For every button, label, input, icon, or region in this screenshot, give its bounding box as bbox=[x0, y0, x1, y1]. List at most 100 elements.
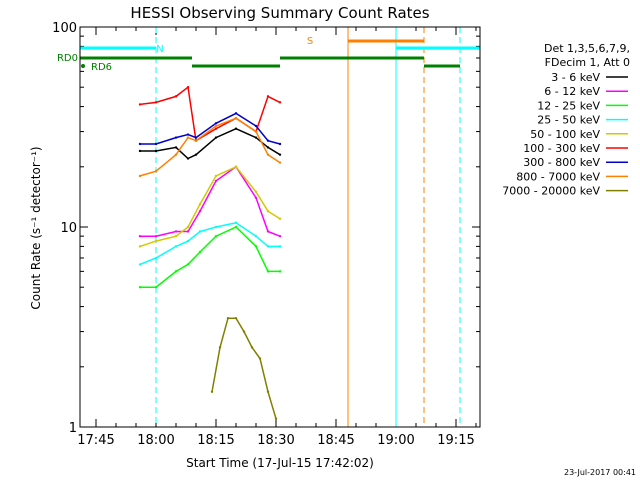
series-point bbox=[234, 112, 238, 115]
series-point bbox=[278, 270, 282, 273]
series-point bbox=[186, 157, 190, 160]
legend-entry-label: 300 - 800 keV bbox=[523, 156, 600, 169]
series-point bbox=[266, 245, 270, 248]
series-point bbox=[278, 101, 282, 104]
series-point bbox=[138, 174, 142, 178]
legend: Det 1,3,5,6,7,9,FDecim 1, Att 0 3 - 6 keV… bbox=[502, 42, 630, 198]
series-point bbox=[138, 142, 142, 146]
legend-entry-label: 800 - 7000 keV bbox=[516, 170, 600, 183]
x-tick-label: 19:15 bbox=[437, 433, 474, 448]
series-point bbox=[242, 330, 246, 333]
series-point bbox=[234, 127, 238, 130]
series-point bbox=[194, 153, 198, 156]
series-point bbox=[214, 174, 218, 178]
series-point bbox=[174, 270, 178, 273]
legend-entry-label: 6 - 12 keV bbox=[544, 85, 600, 98]
series-point bbox=[234, 221, 238, 224]
legend-entry-label: 25 - 50 keV bbox=[537, 114, 600, 127]
series-point bbox=[154, 234, 158, 238]
legend-header: Det 1,3,5,6,7,9, bbox=[544, 42, 630, 55]
series-point bbox=[186, 239, 190, 243]
series-line bbox=[140, 112, 281, 145]
series-point bbox=[254, 190, 258, 193]
series-point bbox=[186, 225, 190, 229]
series-point bbox=[278, 153, 282, 156]
legend-entry-label: 50 - 100 keV bbox=[530, 128, 600, 141]
series-line bbox=[139, 85, 281, 142]
series-point bbox=[214, 124, 218, 128]
x-tick-label: 19:00 bbox=[377, 433, 414, 448]
series-point bbox=[266, 146, 270, 149]
x-tick-label: 18:00 bbox=[137, 433, 174, 448]
series-point bbox=[266, 230, 270, 233]
x-tick-label: 18:30 bbox=[257, 433, 294, 448]
series-line bbox=[139, 165, 281, 248]
series-point bbox=[174, 230, 178, 233]
series-point bbox=[138, 263, 142, 266]
x-tick-label: 18:15 bbox=[197, 433, 234, 448]
series-point bbox=[214, 234, 218, 238]
series-point bbox=[174, 95, 178, 98]
series-point bbox=[186, 86, 190, 89]
legend-entry-label: 12 - 25 keV bbox=[537, 99, 600, 112]
y-axis-label: Count Rate (s⁻¹ detector⁻¹) bbox=[29, 146, 43, 309]
series-point bbox=[214, 179, 218, 183]
series-point bbox=[278, 161, 282, 164]
series-point bbox=[234, 316, 238, 320]
y-tick-label: 10 bbox=[60, 221, 77, 236]
series-point bbox=[278, 217, 282, 220]
series-point bbox=[186, 263, 190, 266]
legend-entry-label: 100 - 300 keV bbox=[523, 142, 600, 155]
series-point bbox=[254, 196, 258, 199]
series-point bbox=[266, 270, 270, 273]
flag-label: RD0 bbox=[57, 53, 78, 64]
series-point bbox=[154, 101, 158, 104]
series-point bbox=[154, 286, 158, 289]
series-point bbox=[214, 136, 218, 139]
series-point bbox=[186, 136, 190, 139]
series-point bbox=[278, 234, 282, 238]
series-point bbox=[138, 286, 142, 289]
series-line bbox=[140, 226, 280, 288]
footer-timestamp: 23-Jul-2017 00:41 bbox=[564, 468, 636, 477]
series-point bbox=[138, 234, 142, 238]
legend-entry-label: 7000 - 20000 keV bbox=[502, 185, 600, 198]
flag-label: S bbox=[307, 36, 313, 47]
series-point bbox=[194, 136, 198, 139]
series-point bbox=[254, 130, 258, 133]
series-point bbox=[234, 165, 238, 168]
x-axis-label: Start Time (17-Jul-15 17:42:02) bbox=[186, 456, 374, 470]
series-point bbox=[174, 153, 178, 156]
series-point bbox=[250, 346, 254, 349]
series-point bbox=[214, 122, 218, 125]
series-point bbox=[258, 357, 262, 360]
series-point bbox=[194, 139, 198, 142]
series-point bbox=[174, 234, 178, 238]
series-line bbox=[139, 222, 280, 266]
series-point bbox=[210, 390, 214, 393]
series-point bbox=[198, 209, 202, 213]
series-point bbox=[138, 103, 142, 106]
legend-entry-label: 3 - 6 keV bbox=[551, 71, 600, 84]
series-point bbox=[266, 139, 270, 142]
x-tick-label: 17:45 bbox=[77, 433, 114, 448]
flag-label: RD6 bbox=[91, 62, 112, 73]
series-point bbox=[266, 209, 270, 213]
series-point bbox=[138, 245, 142, 248]
series-point bbox=[234, 116, 238, 120]
series-point bbox=[186, 133, 190, 136]
series-line bbox=[139, 117, 281, 177]
series-point bbox=[154, 142, 158, 146]
series-point bbox=[226, 316, 230, 320]
series-point bbox=[198, 250, 202, 254]
series-point bbox=[214, 127, 218, 130]
series-point bbox=[186, 230, 190, 233]
y-tick-label: 100 bbox=[52, 21, 77, 36]
series-point bbox=[154, 170, 158, 173]
series-point bbox=[174, 245, 178, 248]
series-point bbox=[174, 136, 178, 139]
series-point bbox=[154, 239, 158, 243]
series-point bbox=[234, 225, 238, 229]
